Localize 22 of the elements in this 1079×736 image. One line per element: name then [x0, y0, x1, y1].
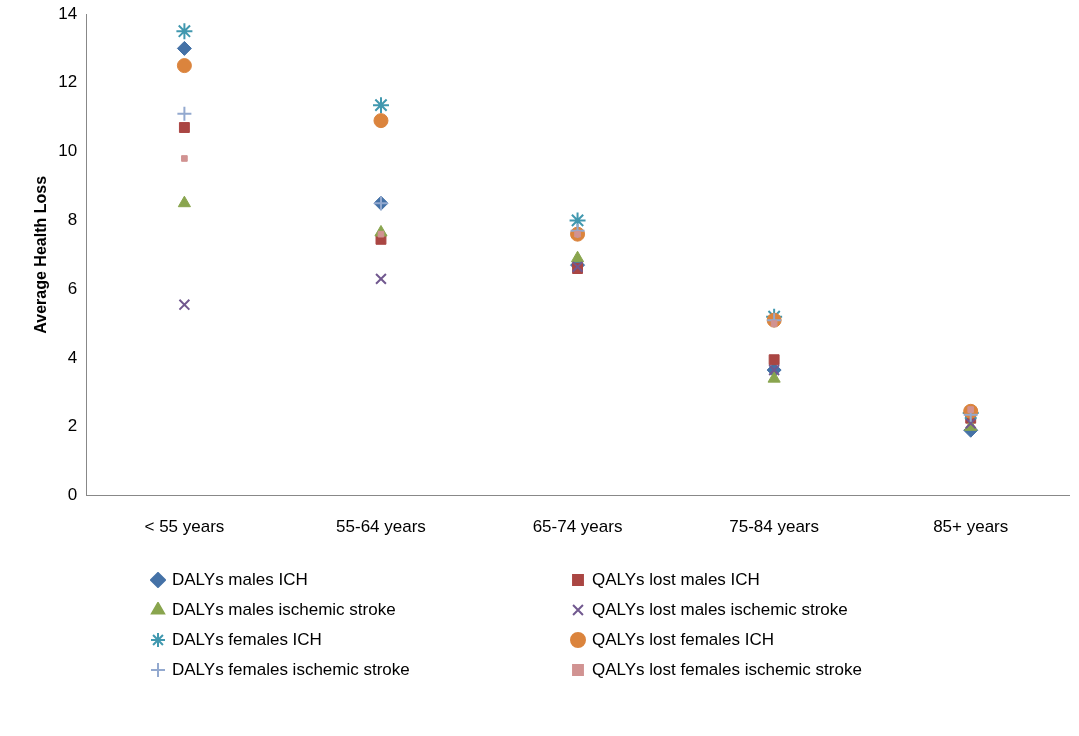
legend-label: DALYs males ischemic stroke	[172, 600, 396, 620]
x-tick-label: < 55 years	[144, 517, 225, 537]
y-tick-label: 4	[67, 347, 78, 367]
y-tick-label: 8	[67, 210, 78, 230]
y-axis-title: Average Health Loss	[32, 175, 50, 334]
x-tick-label: 85+ years	[933, 517, 1009, 537]
legend-label: DALYs females ischemic stroke	[172, 660, 410, 680]
y-tick-label: 12	[58, 72, 78, 92]
legend-label: QALYs lost females ICH	[592, 630, 775, 650]
legend-label: DALYs males ICH	[172, 570, 308, 590]
legend-label: QALYs lost males ICH	[592, 570, 760, 590]
x-tick-label: 65-74 years	[532, 517, 623, 537]
y-tick-label: 2	[67, 416, 78, 436]
x-tick-label: 75-84 years	[729, 517, 820, 537]
y-tick-label: 10	[58, 141, 78, 161]
legend-label: DALYs females ICH	[172, 630, 322, 650]
y-tick-label: 6	[67, 278, 78, 298]
y-tick-label: 0	[67, 485, 78, 505]
legend-label: QALYs lost females ischemic stroke	[592, 660, 862, 680]
x-tick-label: 55-64 years	[336, 517, 426, 537]
legend-label: QALYs lost males ischemic stroke	[592, 600, 848, 620]
y-tick-label: 14	[58, 3, 78, 23]
